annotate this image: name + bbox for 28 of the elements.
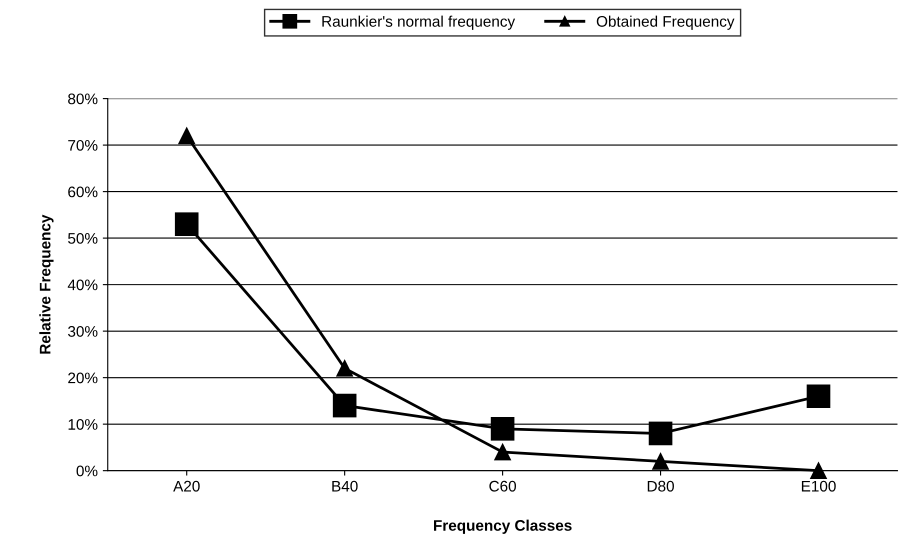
y-tick-label: 10% bbox=[68, 419, 98, 430]
y-tick-label: 40% bbox=[68, 279, 98, 290]
y-tick-label: 0% bbox=[76, 466, 98, 476]
x-tick-label: D80 bbox=[648, 480, 674, 492]
legend-label: Obtained Frequency bbox=[596, 16, 734, 30]
point bbox=[332, 394, 356, 418]
y-tick-label: 80% bbox=[68, 93, 98, 104]
y-axis-title: Relative Frequency bbox=[39, 214, 54, 354]
point bbox=[648, 422, 672, 446]
y-tick-label: 60% bbox=[68, 186, 98, 198]
point bbox=[652, 453, 669, 470]
legend-label: Raunkier's normal frequency bbox=[322, 16, 516, 30]
y-tick-label: 50% bbox=[68, 232, 98, 244]
x-tick-label: E100 bbox=[802, 480, 836, 492]
x-axis-title: Frequency Classes bbox=[434, 520, 572, 534]
y-tick-label: 30% bbox=[68, 326, 98, 337]
point bbox=[810, 462, 827, 479]
point bbox=[336, 360, 353, 377]
point bbox=[806, 384, 830, 408]
point bbox=[178, 127, 196, 144]
y-tick-label: 20% bbox=[68, 372, 98, 384]
x-tick-label: B40 bbox=[332, 480, 358, 492]
point bbox=[174, 212, 199, 236]
x-tick-label: C60 bbox=[489, 480, 516, 492]
point bbox=[494, 444, 511, 460]
point bbox=[490, 417, 514, 441]
x-tick-label: A20 bbox=[173, 480, 200, 492]
y-tick-label: 70% bbox=[68, 140, 98, 151]
